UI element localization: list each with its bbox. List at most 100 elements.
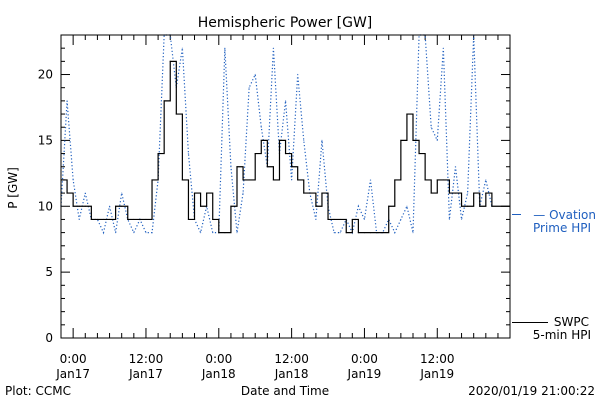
data-point bbox=[369, 232, 372, 234]
data-point bbox=[345, 232, 347, 234]
series-layer bbox=[60, 34, 510, 235]
data-point bbox=[442, 47, 444, 49]
data-point bbox=[473, 192, 475, 194]
data-point bbox=[309, 192, 311, 194]
data-point bbox=[133, 232, 135, 234]
data-point bbox=[436, 179, 438, 181]
data-point bbox=[151, 232, 153, 234]
data-point bbox=[315, 218, 317, 221]
data-point bbox=[145, 218, 147, 221]
series-line bbox=[60, 34, 493, 235]
x-tick-label-date: Jan18 bbox=[201, 367, 236, 381]
data-point bbox=[199, 205, 202, 207]
data-point bbox=[406, 205, 408, 207]
data-point bbox=[102, 232, 105, 234]
data-point bbox=[485, 179, 487, 181]
data-point bbox=[436, 139, 438, 141]
data-point bbox=[400, 218, 402, 221]
x-tick-label-time: 12:00 bbox=[274, 352, 309, 366]
data-point bbox=[181, 47, 183, 49]
data-point bbox=[193, 192, 196, 194]
data-point bbox=[394, 232, 396, 234]
data-point bbox=[454, 192, 457, 194]
data-point bbox=[442, 179, 444, 181]
data-point bbox=[139, 218, 141, 221]
data-point bbox=[157, 152, 159, 155]
x-tick-label-time: 0:00 bbox=[205, 352, 232, 366]
data-point bbox=[297, 179, 299, 181]
y-tick-label: 15 bbox=[38, 133, 53, 147]
data-point bbox=[242, 179, 244, 181]
data-point bbox=[102, 218, 105, 221]
data-point bbox=[121, 205, 123, 207]
data-point bbox=[394, 179, 396, 181]
data-point bbox=[254, 152, 256, 155]
data-point bbox=[224, 232, 226, 234]
data-point bbox=[284, 100, 287, 102]
data-point bbox=[199, 232, 202, 234]
data-point bbox=[108, 218, 111, 221]
data-point bbox=[115, 205, 117, 207]
plot-credit: Plot: CCMC bbox=[5, 384, 71, 398]
plot-frame bbox=[60, 34, 511, 339]
data-point bbox=[467, 192, 469, 194]
data-point bbox=[333, 232, 335, 234]
x-tick-label-date: Jan17 bbox=[55, 367, 90, 381]
data-point bbox=[121, 192, 123, 194]
data-point bbox=[369, 179, 372, 181]
data-point bbox=[272, 179, 275, 181]
axes: 051015200:00Jan1712:00Jan170:00Jan1812:0… bbox=[38, 34, 510, 381]
data-point bbox=[400, 139, 402, 141]
data-point bbox=[485, 192, 487, 194]
x-tick-label-time: 0:00 bbox=[60, 352, 87, 366]
data-point bbox=[303, 139, 305, 141]
x-tick-label-time: 12:00 bbox=[420, 352, 455, 366]
series-line bbox=[61, 60, 510, 234]
data-point bbox=[127, 218, 129, 221]
x-tick-label-time: 12:00 bbox=[129, 352, 164, 366]
data-point bbox=[242, 192, 244, 194]
data-point bbox=[66, 100, 68, 102]
x-tick-label-date: Jan19 bbox=[347, 367, 382, 381]
data-point bbox=[284, 152, 287, 155]
data-point bbox=[418, 152, 420, 155]
data-point bbox=[460, 218, 463, 221]
data-point bbox=[388, 205, 390, 207]
y-tick-label: 20 bbox=[38, 68, 53, 82]
data-point bbox=[248, 179, 250, 181]
data-point bbox=[467, 205, 469, 207]
data-point bbox=[236, 232, 238, 234]
data-point bbox=[424, 179, 426, 181]
legend-swpc-line1: SWPC bbox=[554, 315, 589, 329]
data-point bbox=[145, 232, 147, 234]
data-point bbox=[187, 218, 190, 221]
data-point bbox=[230, 166, 232, 168]
data-point bbox=[248, 87, 250, 89]
data-point bbox=[254, 73, 256, 76]
y-axis-label: P [GW] bbox=[6, 167, 20, 209]
data-point bbox=[321, 192, 323, 194]
data-point bbox=[327, 218, 329, 221]
data-point bbox=[108, 205, 111, 207]
data-point bbox=[278, 139, 281, 141]
data-point bbox=[78, 205, 80, 207]
data-point bbox=[151, 179, 153, 181]
data-point bbox=[218, 232, 220, 234]
legend-swpc-line2: 5-min HPI bbox=[533, 328, 591, 342]
data-point bbox=[72, 205, 74, 207]
data-point bbox=[460, 205, 463, 207]
data-point bbox=[375, 232, 378, 234]
x-tick-label-date: Jan18 bbox=[274, 367, 309, 381]
data-point bbox=[90, 218, 92, 221]
data-point bbox=[66, 192, 68, 194]
data-point bbox=[448, 218, 451, 221]
data-point bbox=[236, 166, 238, 168]
data-point bbox=[430, 126, 432, 128]
data-point bbox=[363, 218, 366, 221]
data-point bbox=[430, 192, 432, 194]
data-point bbox=[412, 139, 414, 141]
data-point bbox=[357, 205, 359, 207]
data-point bbox=[297, 73, 299, 76]
